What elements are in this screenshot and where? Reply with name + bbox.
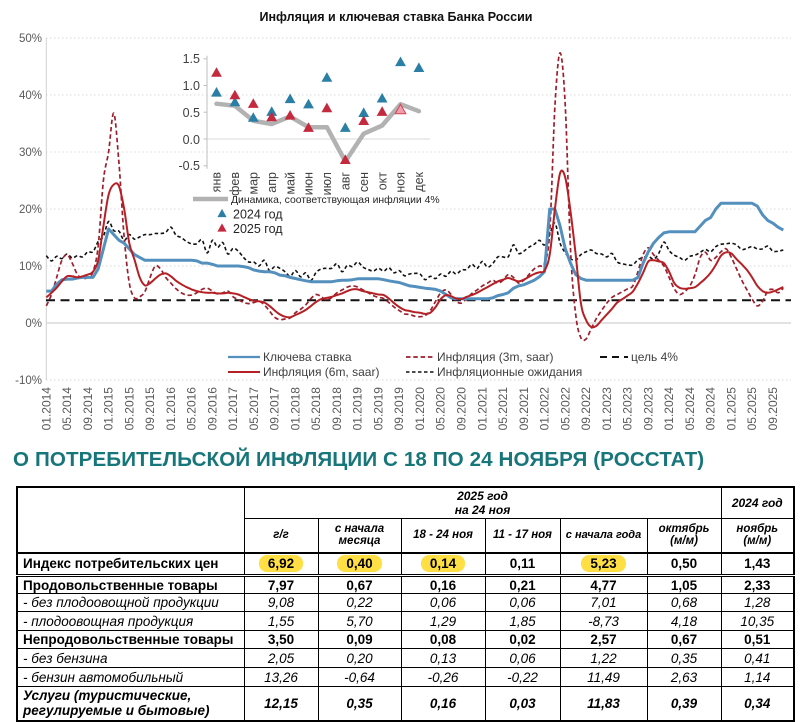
svg-text:09.2024: 09.2024 xyxy=(704,387,718,431)
svg-text:-0.5: -0.5 xyxy=(178,159,200,173)
svg-text:01.2023: 01.2023 xyxy=(600,387,614,431)
svg-text:30%: 30% xyxy=(19,147,42,159)
svg-text:01.2015: 01.2015 xyxy=(102,387,116,431)
svg-text:09.2018: 09.2018 xyxy=(330,387,344,431)
svg-text:май: май xyxy=(283,172,297,195)
svg-text:01.2024: 01.2024 xyxy=(662,387,676,431)
svg-text:Инфляция (6m, saar): Инфляция (6m, saar) xyxy=(263,365,379,379)
svg-text:0.5: 0.5 xyxy=(183,106,200,120)
svg-text:09.2017: 09.2017 xyxy=(268,387,282,431)
svg-text:-10%: -10% xyxy=(15,375,42,387)
svg-text:05.2019: 05.2019 xyxy=(372,387,386,431)
svg-text:05.2024: 05.2024 xyxy=(683,387,697,431)
svg-text:Динамика, соответствующая инфл: Динамика, соответствующая инфляции 4% xyxy=(231,194,440,206)
svg-text:2024 год: 2024 год xyxy=(233,208,283,222)
svg-text:09.2025: 09.2025 xyxy=(766,387,780,431)
svg-text:окт: окт xyxy=(375,172,389,191)
svg-text:09.2020: 09.2020 xyxy=(455,387,469,431)
svg-text:0.0: 0.0 xyxy=(183,133,200,147)
svg-text:09.2021: 09.2021 xyxy=(517,387,531,431)
svg-text:сен: сен xyxy=(357,172,371,192)
svg-text:1.0: 1.0 xyxy=(183,79,200,93)
svg-text:09.2022: 09.2022 xyxy=(579,387,593,431)
svg-text:янв: янв xyxy=(210,172,224,193)
svg-text:01.2021: 01.2021 xyxy=(475,387,489,431)
svg-text:0%: 0% xyxy=(25,318,42,330)
svg-text:2025 год: 2025 год xyxy=(233,222,283,236)
svg-text:ноя: ноя xyxy=(394,172,408,193)
svg-text:Ключева ставка: Ключева ставка xyxy=(263,350,352,364)
svg-text:дек: дек xyxy=(412,171,426,191)
svg-text:09.2023: 09.2023 xyxy=(641,387,655,431)
svg-text:01.2019: 01.2019 xyxy=(351,387,365,431)
svg-text:09.2019: 09.2019 xyxy=(392,387,406,431)
svg-text:Инфляция и ключевая ставка Бан: Инфляция и ключевая ставка Банка России xyxy=(259,10,532,24)
svg-text:Инфляционные ожидания: Инфляционные ожидания xyxy=(437,365,582,379)
svg-text:05.2023: 05.2023 xyxy=(621,387,635,431)
svg-text:05.2018: 05.2018 xyxy=(309,387,323,431)
svg-text:05.2016: 05.2016 xyxy=(185,387,199,431)
svg-text:05.2021: 05.2021 xyxy=(496,387,510,431)
svg-text:50%: 50% xyxy=(19,33,42,45)
svg-text:мар: мар xyxy=(247,172,261,195)
svg-text:01.2014: 01.2014 xyxy=(39,387,53,431)
svg-text:05.2025: 05.2025 xyxy=(745,387,759,431)
svg-text:05.2015: 05.2015 xyxy=(122,387,136,431)
svg-text:цель 4%: цель 4% xyxy=(631,350,678,364)
svg-text:апр: апр xyxy=(265,172,279,193)
svg-text:05.2022: 05.2022 xyxy=(558,387,572,431)
svg-text:Инфляция (3m, saar): Инфляция (3m, saar) xyxy=(437,350,553,364)
svg-text:05.2020: 05.2020 xyxy=(434,387,448,431)
svg-text:1.5: 1.5 xyxy=(183,52,200,66)
svg-text:01.2020: 01.2020 xyxy=(413,387,427,431)
svg-text:01.2022: 01.2022 xyxy=(538,387,552,431)
svg-text:июн: июн xyxy=(302,172,316,195)
svg-text:05.2017: 05.2017 xyxy=(247,387,261,431)
svg-text:июл: июл xyxy=(320,172,334,195)
svg-text:фев: фев xyxy=(228,172,242,196)
svg-text:авг: авг xyxy=(339,172,353,191)
svg-text:09.2016: 09.2016 xyxy=(205,387,219,431)
svg-text:01.2016: 01.2016 xyxy=(164,387,178,431)
svg-text:09.2015: 09.2015 xyxy=(143,387,157,431)
svg-text:01.2025: 01.2025 xyxy=(724,387,738,431)
svg-text:10%: 10% xyxy=(19,261,42,273)
svg-text:05.2014: 05.2014 xyxy=(60,387,74,431)
svg-text:01.2017: 01.2017 xyxy=(226,387,240,431)
svg-text:20%: 20% xyxy=(19,204,42,216)
svg-text:01.2018: 01.2018 xyxy=(288,387,302,431)
svg-text:40%: 40% xyxy=(19,90,42,102)
svg-text:09.2014: 09.2014 xyxy=(81,387,95,431)
